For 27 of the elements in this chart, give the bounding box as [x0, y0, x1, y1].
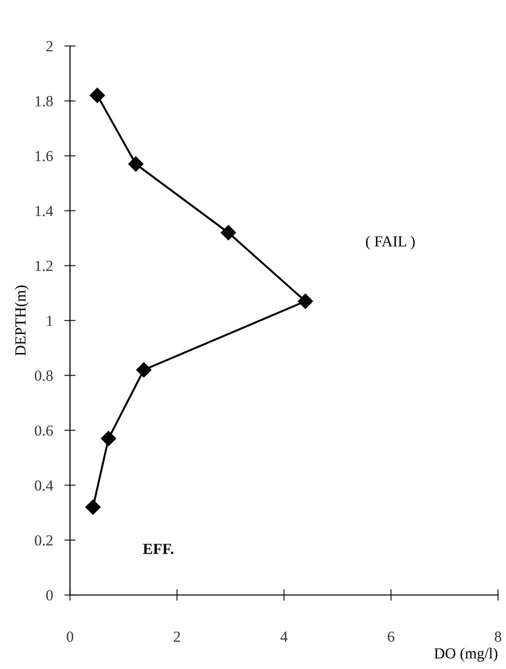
y-tick-label: 0.4	[34, 480, 54, 491]
x-tick-label: 4	[280, 632, 288, 642]
annotation: ( FAIL )	[366, 236, 415, 250]
y-tick-label: 1	[47, 316, 52, 326]
y-tick-label: 0.2	[34, 535, 52, 546]
x-tick-label: 0	[66, 632, 74, 642]
point	[128, 156, 144, 172]
point	[90, 88, 105, 103]
x-axis-title: DO (mg/l)	[434, 648, 498, 662]
point	[220, 225, 236, 240]
y-tick-label: 0.8	[34, 370, 53, 381]
x-tick-label: 8	[494, 632, 502, 642]
y-tick-label: 1.8	[36, 96, 53, 106]
y-tick-label: 2	[46, 41, 52, 52]
annotation: EFF.	[143, 544, 174, 554]
point	[100, 430, 116, 446]
y-tick-label: 0.6	[34, 425, 53, 436]
y-tick-label: 0	[46, 590, 53, 600]
y-tick-label: 1.2	[36, 260, 52, 272]
point	[298, 294, 313, 309]
x-tick-label: 2	[174, 632, 180, 642]
y-tick-label: 1.4	[36, 206, 54, 216]
point	[136, 362, 152, 378]
x-tick-label: 6	[388, 632, 394, 642]
y-axis-title: DEPTH(m)	[14, 286, 29, 356]
point	[85, 500, 101, 515]
y-tick-label: 1.6	[36, 150, 53, 162]
